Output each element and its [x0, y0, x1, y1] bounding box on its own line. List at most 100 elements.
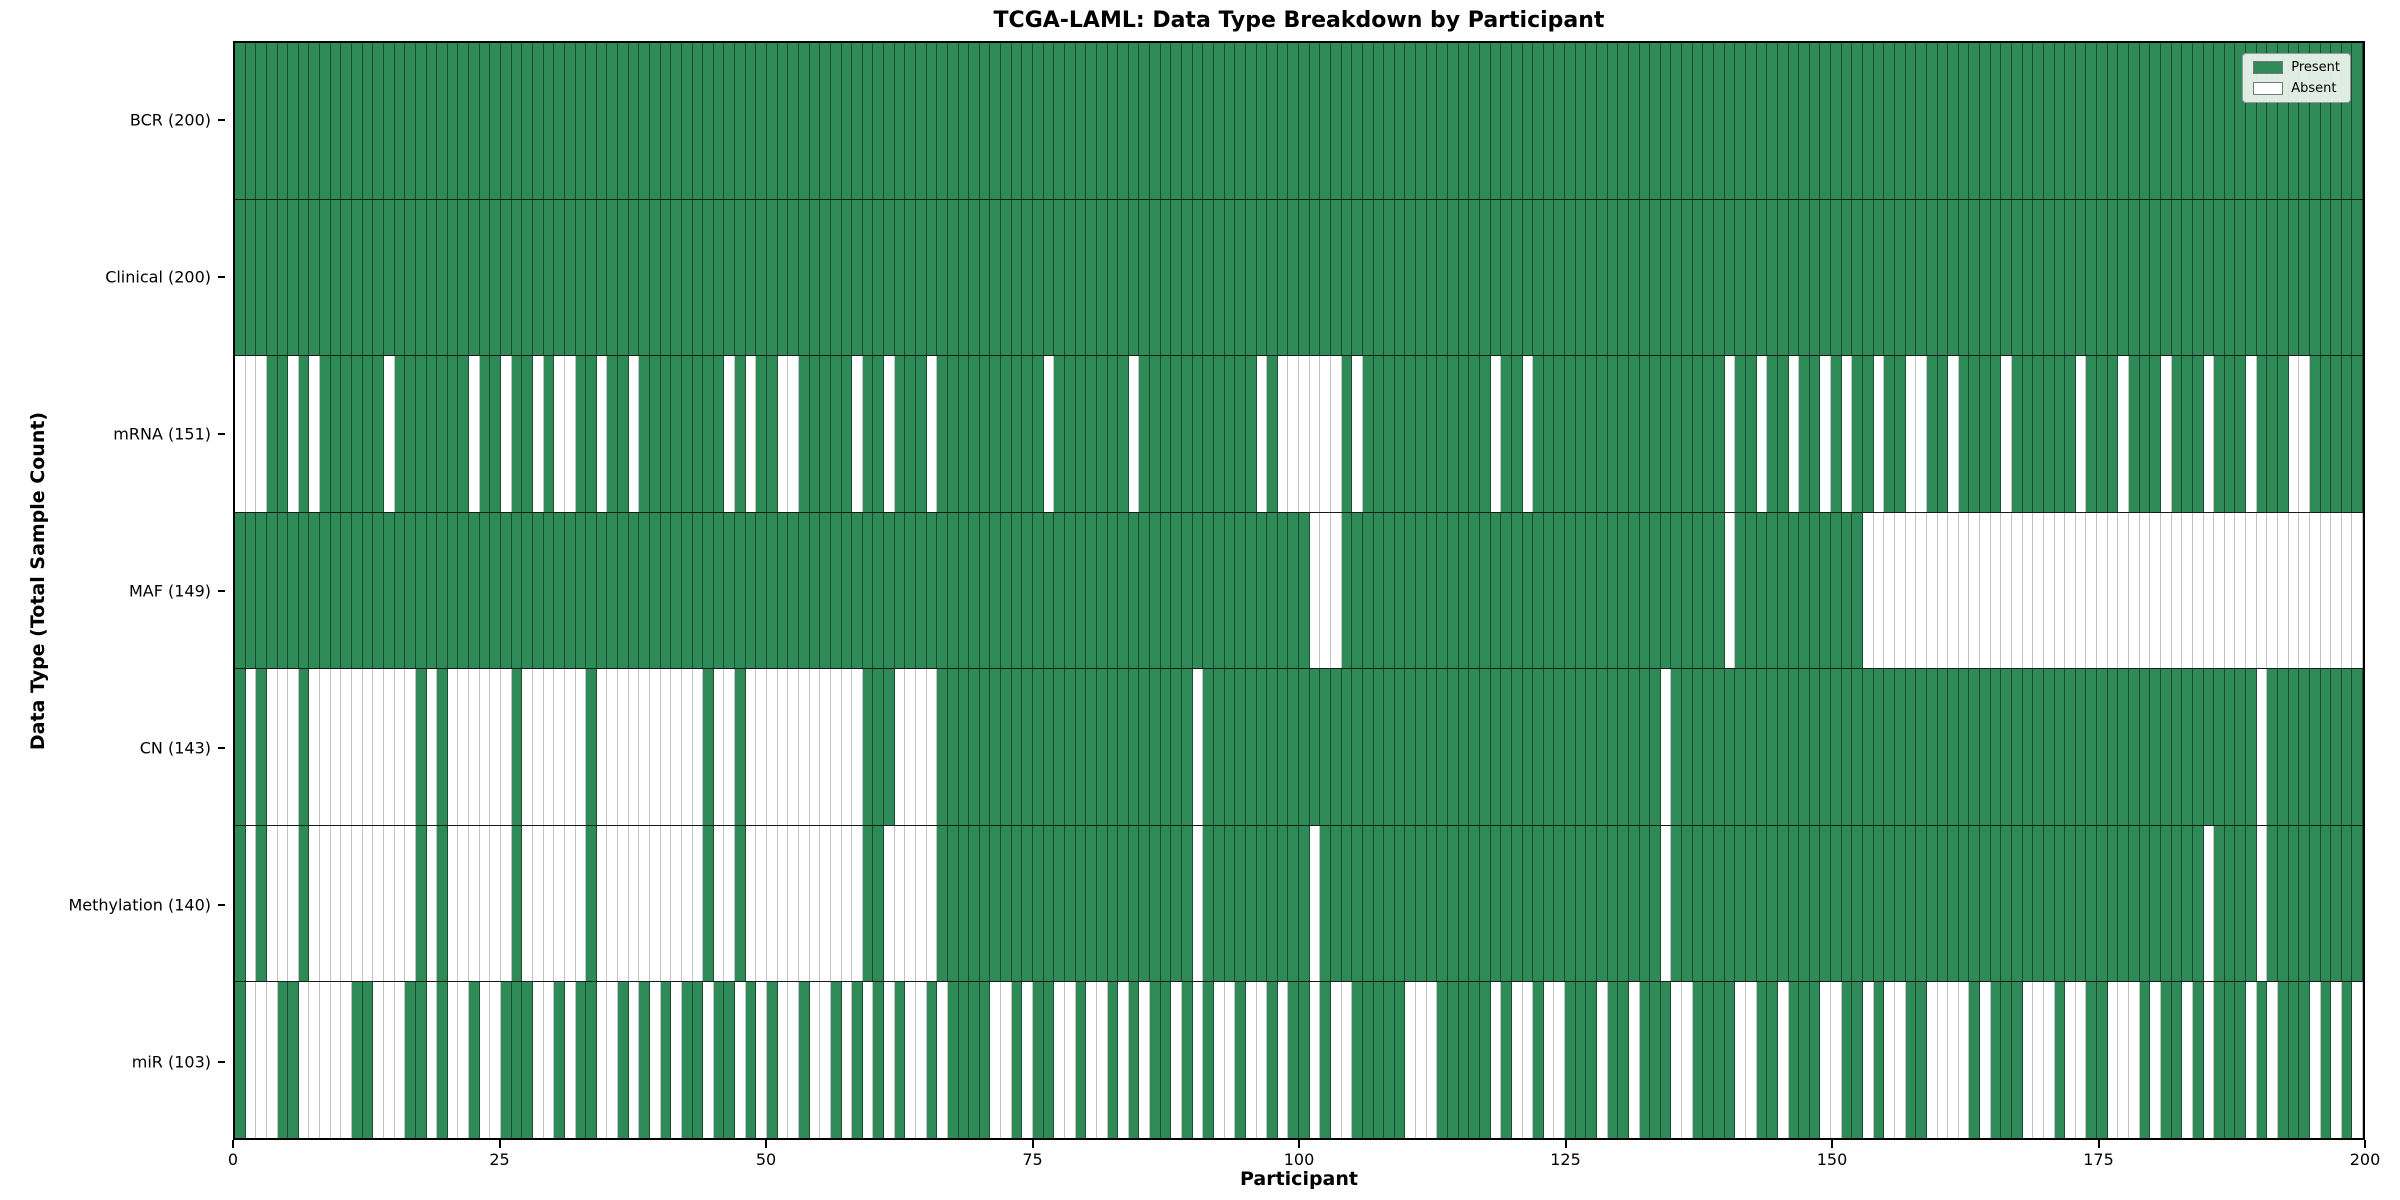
heatmap-cell — [501, 512, 512, 669]
heatmap-cell — [1777, 199, 1789, 356]
heatmap-cell — [979, 199, 991, 356]
heatmap-cell — [937, 512, 948, 669]
heatmap-cell — [1863, 512, 1874, 669]
heatmap-cell — [820, 199, 831, 356]
heatmap-cell — [1086, 199, 1097, 356]
heatmap-cell — [543, 512, 555, 669]
heatmap-cell — [245, 43, 257, 199]
heatmap-cell — [841, 43, 853, 199]
heatmap-cell — [1022, 669, 1034, 825]
heatmap-cell — [1724, 199, 1736, 356]
heatmap-cell — [1416, 43, 1427, 199]
heatmap-cell — [1788, 199, 1800, 356]
heatmap-cell — [830, 43, 842, 199]
heatmap-cell — [2235, 669, 2247, 825]
heatmap-cell — [2107, 356, 2119, 512]
heatmap-cell — [1767, 356, 1778, 512]
heatmap-cell — [1171, 199, 1183, 356]
heatmap-cell — [458, 43, 470, 199]
heatmap-cell — [245, 199, 257, 356]
heatmap-cell — [2139, 43, 2151, 199]
heatmap-cell — [1245, 199, 1257, 356]
heatmap-cell — [458, 512, 470, 669]
heatmap-cell — [841, 825, 853, 982]
heatmap-cell — [2235, 199, 2247, 356]
heatmap-cell — [2086, 825, 2098, 982]
heatmap-cell — [1362, 669, 1374, 825]
heatmap-cell — [2299, 199, 2310, 356]
heatmap-cell — [330, 825, 342, 982]
heatmap-cell — [1490, 512, 1502, 669]
heatmap-cell — [1043, 199, 1055, 356]
x-tick-mark — [1298, 1140, 1300, 1148]
heatmap-cell — [756, 199, 768, 356]
heatmap-cell — [862, 825, 874, 982]
heatmap-cell — [1714, 43, 1725, 199]
heatmap-cell — [309, 669, 321, 825]
y-tick-label: miR (103) — [131, 1052, 211, 1072]
heatmap-cell — [1150, 43, 1161, 199]
heatmap-cell — [1352, 825, 1363, 982]
heatmap-cell — [298, 43, 310, 199]
heatmap-cell — [1394, 199, 1406, 356]
heatmap-cell — [777, 199, 789, 356]
heatmap-cell — [1511, 982, 1523, 1139]
heatmap-cell — [1416, 982, 1427, 1139]
heatmap-cell — [2160, 43, 2172, 199]
heatmap-cell — [447, 982, 459, 1139]
heatmap-cell — [1490, 982, 1502, 1139]
heatmap-cell — [1916, 512, 1927, 669]
heatmap-cell — [724, 982, 736, 1139]
heatmap-cell — [1054, 43, 1065, 199]
heatmap-cell — [628, 199, 640, 356]
heatmap-cell — [1182, 356, 1193, 512]
heatmap-cell — [511, 825, 523, 982]
heatmap-cell — [2065, 982, 2076, 1139]
heatmap-cell — [266, 825, 278, 982]
heatmap-cell — [713, 43, 725, 199]
heatmap-cell — [607, 669, 619, 825]
heatmap-cell — [2352, 199, 2363, 356]
heatmap-cell — [1735, 512, 1746, 669]
heatmap-cell — [1213, 199, 1225, 356]
heatmap-cell — [905, 43, 916, 199]
heatmap-cell — [383, 356, 395, 512]
heatmap-cell — [1969, 199, 1981, 356]
heatmap-cell — [873, 669, 885, 825]
heatmap-cell — [394, 982, 406, 1139]
heatmap-cell — [926, 356, 938, 512]
heatmap-cell — [532, 825, 544, 982]
heatmap-cell — [330, 356, 342, 512]
heatmap-cell — [2011, 199, 2023, 356]
heatmap-cell — [703, 512, 714, 669]
heatmap-cell — [394, 669, 406, 825]
heatmap-cell — [1809, 982, 1821, 1139]
heatmap-cell — [522, 669, 533, 825]
heatmap-cell — [1405, 982, 1417, 1139]
heatmap-cell — [618, 512, 629, 669]
heatmap-cell — [947, 199, 959, 356]
heatmap-cell — [1618, 825, 1629, 982]
heatmap-cell — [894, 669, 906, 825]
heatmap-cell — [692, 982, 704, 1139]
heatmap-cell — [469, 43, 480, 199]
heatmap-cell — [618, 669, 629, 825]
heatmap-cell — [1309, 825, 1321, 982]
heatmap-cell — [1107, 512, 1119, 669]
heatmap-cell — [2011, 825, 2023, 982]
heatmap-cell — [735, 669, 746, 825]
heatmap-cell — [1788, 669, 1800, 825]
heatmap-cell — [1277, 982, 1289, 1139]
heatmap-cell — [1511, 356, 1523, 512]
heatmap-cell — [320, 43, 331, 199]
heatmap-cell — [1426, 512, 1438, 669]
heatmap-cell — [373, 512, 384, 669]
heatmap-cell — [1841, 825, 1853, 982]
heatmap-cell — [1777, 356, 1789, 512]
heatmap-cell — [1011, 982, 1023, 1139]
heatmap-cell — [2182, 356, 2193, 512]
heatmap-cell — [2075, 512, 2087, 669]
heatmap-cell — [1980, 982, 1991, 1139]
heatmap-cell — [1639, 356, 1651, 512]
heatmap-cell — [777, 356, 789, 512]
